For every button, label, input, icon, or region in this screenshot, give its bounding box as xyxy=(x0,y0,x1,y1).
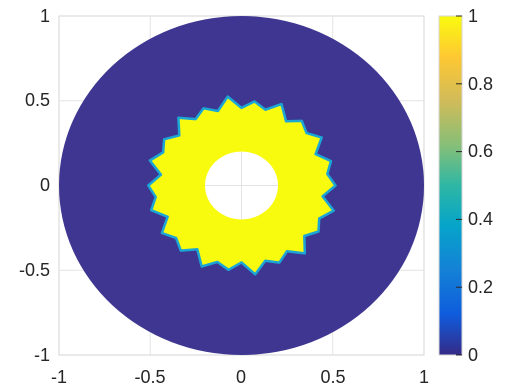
y-tick-label: 0 xyxy=(40,175,50,195)
colorbar-ticks xyxy=(456,15,462,356)
x-tick-label: 0 xyxy=(236,367,246,387)
x-tick-label: 0.5 xyxy=(320,367,345,387)
x-tick-label: -1 xyxy=(51,367,67,387)
colorbar-gradient xyxy=(438,15,463,356)
colorbar-tick-label: 0 xyxy=(468,345,478,365)
y-tick-label: 1 xyxy=(40,6,50,26)
x-tick-label: -0.5 xyxy=(134,367,165,387)
hole-grid-lines xyxy=(205,151,278,220)
x-tick-label: 1 xyxy=(419,367,429,387)
colorbar-tick-label: 0.6 xyxy=(468,141,493,161)
colorbar: 1 0.8 0.6 0.4 0.2 0 xyxy=(438,6,493,365)
colorbar-tick-label: 0.2 xyxy=(468,277,493,297)
y-tick-label: 0.5 xyxy=(25,90,50,110)
colorbar-tick-label: 0.8 xyxy=(468,74,493,94)
plot-area xyxy=(58,15,425,356)
colorbar-tick-label: 1 xyxy=(468,6,478,26)
colorbar-tick-label: 0.4 xyxy=(468,209,493,229)
y-tick-label: -1 xyxy=(34,345,50,365)
y-tick-label: -0.5 xyxy=(19,260,50,280)
